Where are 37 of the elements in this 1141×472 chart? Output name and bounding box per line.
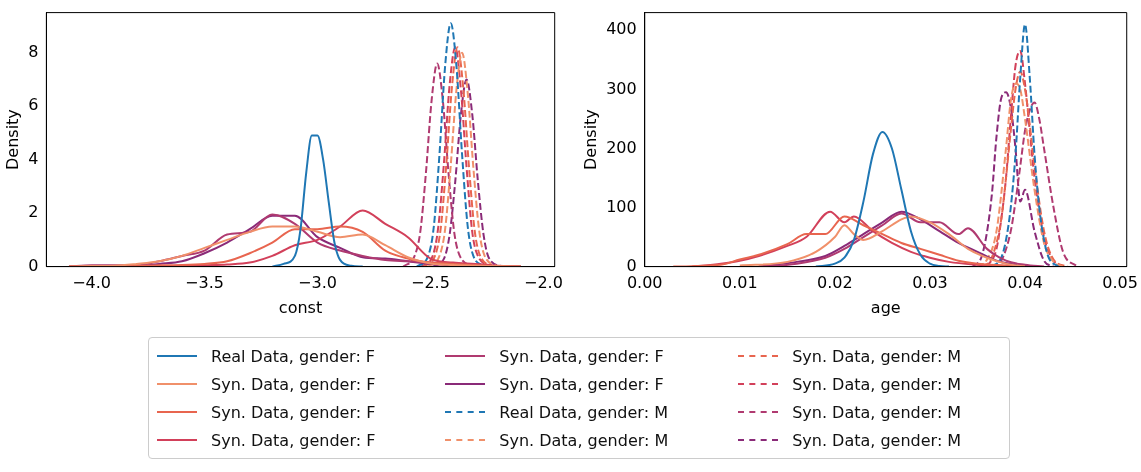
legend-label: Syn. Data, gender: F — [211, 430, 376, 450]
legend-label: Syn. Data, gender: M — [792, 374, 962, 394]
legend-label: Syn. Data, gender: F — [211, 402, 376, 422]
x-tick-label: 0.02 — [817, 273, 853, 293]
x-tick-label: 0.01 — [721, 273, 758, 293]
x-tick-label: −4.0 — [72, 273, 111, 293]
x-tick-label: 0.05 — [1102, 273, 1138, 293]
y-tick-label: 400 — [606, 19, 637, 39]
y-axis-title: Density — [580, 109, 600, 171]
y-tick-label: 300 — [606, 78, 637, 98]
legend-label: Real Data, gender: M — [499, 402, 668, 422]
legend-label: Syn. Data, gender: M — [792, 430, 962, 450]
legend-label: Syn. Data, gender: F — [211, 374, 376, 394]
x-tick-label: 0.04 — [1007, 273, 1043, 293]
y-axis-title: Density — [2, 109, 22, 171]
y-tick-label: 100 — [606, 196, 637, 216]
legend-label: Syn. Data, gender: F — [499, 374, 664, 394]
y-tick-label: 0 — [626, 255, 637, 275]
y-tick-label: 0 — [28, 255, 39, 275]
x-tick-label: 0.00 — [626, 273, 663, 293]
x-tick-label: −2.0 — [523, 273, 563, 293]
y-tick-label: 200 — [606, 137, 637, 157]
legend-label: Syn. Data, gender: M — [792, 402, 962, 422]
x-tick-label: −2.5 — [411, 273, 450, 293]
legend-label: Syn. Data, gender: F — [499, 346, 664, 366]
x-tick-label: −3.0 — [298, 273, 337, 293]
legend-label: Syn. Data, gender: M — [792, 346, 962, 366]
x-axis-title: age — [870, 297, 901, 317]
legend-label: Real Data, gender: F — [211, 346, 376, 366]
y-tick-label: 6 — [28, 95, 39, 115]
x-tick-label: 0.03 — [912, 273, 948, 293]
x-axis-title: const — [278, 297, 323, 317]
legend-label: Syn. Data, gender: M — [499, 430, 669, 450]
y-tick-label: 4 — [28, 148, 39, 168]
y-tick-label: 8 — [28, 41, 39, 61]
y-tick-label: 2 — [28, 202, 39, 222]
x-tick-label: −3.5 — [185, 273, 224, 293]
